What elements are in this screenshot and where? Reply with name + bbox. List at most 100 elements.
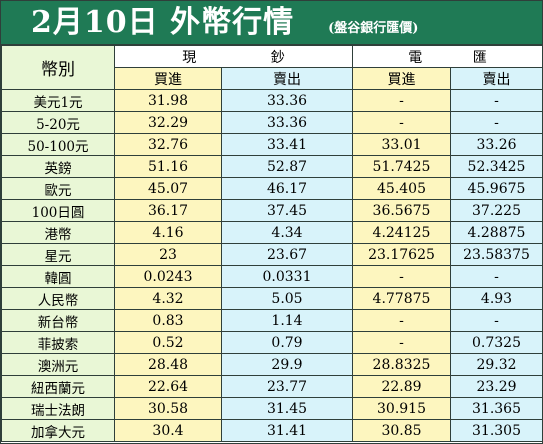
- tt-sell-cell: -: [450, 89, 543, 112]
- cash-buy-cell: 0.0243: [114, 265, 222, 288]
- table-row: 人民幣 4.32 5.05 4.77875 4.93: [1, 287, 543, 310]
- tt-buy-cell: 36.5675: [352, 199, 451, 222]
- telegraphic-group-char-2: 匯: [472, 49, 487, 66]
- tt-buy-cell: -: [352, 309, 451, 332]
- cash-buy-cell: 0.52: [114, 331, 222, 354]
- cash-buy-cell: 45.07: [114, 177, 222, 200]
- cash-sell-cell: 5.05: [221, 287, 353, 310]
- currency-cell: 菲披索: [1, 331, 115, 354]
- cash-sell-cell: 33.41: [221, 133, 353, 156]
- table-row: 瑞士法朗 30.58 31.45 30.915 31.365: [1, 397, 543, 420]
- telegraphic-group-header: 電 匯: [352, 45, 543, 68]
- cash-buy-header: 買進: [114, 67, 222, 90]
- tt-sell-cell: 31.305: [450, 419, 543, 442]
- title-bar: 2月10日 外幣行情 (盤谷銀行匯價): [1, 1, 542, 45]
- table-row: 英鎊 51.16 52.87 51.7425 52.3425: [1, 155, 543, 178]
- cash-sell-cell: 23.77: [221, 375, 353, 398]
- currency-cell: 紐西蘭元: [1, 375, 115, 398]
- tt-buy-cell: 22.89: [352, 375, 451, 398]
- tt-buy-cell: 45.405: [352, 177, 451, 200]
- currency-cell: 50-100元: [1, 133, 115, 156]
- table-row: 新台幣 0.83 1.14- -: [1, 309, 543, 332]
- cash-group-char-1: 現: [182, 49, 197, 66]
- tt-sell-cell: 31.365: [450, 397, 543, 420]
- currency-cell: 英鎊: [1, 155, 115, 178]
- cash-buy-cell: 36.17: [114, 199, 222, 222]
- currency-cell: 人民幣: [1, 287, 115, 310]
- cash-group-char-2: 鈔: [270, 49, 285, 66]
- currency-cell: 港幣: [1, 221, 115, 244]
- table-row: 加拿大元 30.4 31.41 30.85 31.305: [1, 419, 543, 442]
- cash-buy-cell: 32.29: [114, 111, 222, 134]
- tt-buy-cell: 30.85: [352, 419, 451, 442]
- header-row-sub: 買進 賣出 買進 賣出: [2, 67, 543, 90]
- telegraphic-group-char-1: 電: [408, 49, 423, 66]
- tt-sell-cell: 0.7325: [450, 331, 543, 354]
- tt-buy-cell: -: [352, 331, 451, 354]
- table-row: 100日圓 36.17 37.45 36.5675 37.225: [1, 199, 543, 222]
- cash-sell-cell: 0.0331: [221, 265, 353, 288]
- cash-buy-cell: 22.64: [114, 375, 222, 398]
- tt-sell-cell: 29.32: [450, 353, 543, 376]
- table-row: 澳洲元 28.48 29.9 28.8325 29.32: [1, 353, 543, 376]
- currency-cell: 韓圓: [1, 265, 115, 288]
- currency-column-header: 幣別: [1, 45, 115, 90]
- cash-sell-cell: 29.9: [221, 353, 353, 376]
- tt-buy-cell: -: [352, 89, 451, 112]
- tt-buy-cell: 4.24125: [352, 221, 451, 244]
- tt-buy-header: 買進: [352, 67, 451, 90]
- table-row: 美元1元 31.98 33.36- -: [1, 89, 543, 112]
- table-row: 歐元 45.07 46.17 45.405 45.9675: [1, 177, 543, 200]
- cash-buy-cell: 31.98: [114, 89, 222, 112]
- cash-buy-cell: 0.83: [114, 309, 222, 332]
- currency-cell: 加拿大元: [1, 419, 115, 442]
- cash-buy-cell: 30.4: [114, 419, 222, 442]
- cash-buy-cell: 30.58: [114, 397, 222, 420]
- tt-sell-cell: 52.3425: [450, 155, 543, 178]
- table-row: 50-100元 32.76 33.41 33.01 33.26: [1, 133, 543, 156]
- currency-cell: 100日圓: [1, 199, 115, 222]
- tt-buy-cell: 23.17625: [352, 243, 451, 266]
- currency-cell: 歐元: [1, 177, 115, 200]
- tt-sell-cell: 23.58375: [450, 243, 543, 266]
- currency-cell: 新台幣: [1, 309, 115, 332]
- cash-buy-cell: 28.48: [114, 353, 222, 376]
- source-note: (盤谷銀行匯價): [328, 21, 419, 36]
- cash-sell-cell: 46.17: [221, 177, 353, 200]
- currency-cell: 澳洲元: [1, 353, 115, 376]
- tt-sell-cell: -: [450, 265, 543, 288]
- cash-sell-cell: 31.41: [221, 419, 353, 442]
- cash-buy-cell: 4.32: [114, 287, 222, 310]
- tt-sell-cell: 4.93: [450, 287, 543, 310]
- currency-cell: 美元1元: [1, 89, 115, 112]
- tt-sell-cell: 37.225: [450, 199, 543, 222]
- rate-table-body: 美元1元 31.98 33.36- -5-20元 32.29 33.36- -50-100元…: [1, 89, 543, 442]
- table-row: 韓圓 0.0243 0.0331- -: [1, 265, 543, 288]
- tt-sell-cell: 23.29: [450, 375, 543, 398]
- tt-buy-cell: 4.77875: [352, 287, 451, 310]
- tt-buy-cell: 33.01: [352, 133, 451, 156]
- tt-buy-cell: 30.915: [352, 397, 451, 420]
- tt-sell-cell: 33.26: [450, 133, 543, 156]
- cash-sell-cell: 31.45: [221, 397, 353, 420]
- table-row: 港幣 4.16 4.34 4.24125 4.28875: [1, 221, 543, 244]
- currency-cell: 瑞士法朗: [1, 397, 115, 420]
- cash-sell-cell: 33.36: [221, 89, 353, 112]
- table-row: 紐西蘭元 22.64 23.77 22.89 23.29: [1, 375, 543, 398]
- cash-sell-cell: 0.79: [221, 331, 353, 354]
- tt-buy-cell: -: [352, 111, 451, 134]
- currency-cell: 星元: [1, 243, 115, 266]
- tt-sell-cell: 4.28875: [450, 221, 543, 244]
- cash-sell-header: 賣出: [221, 67, 353, 90]
- cash-buy-cell: 51.16: [114, 155, 222, 178]
- currency-cell: 5-20元: [1, 111, 115, 134]
- cash-group-header: 現 鈔: [114, 45, 353, 68]
- cash-sell-cell: 52.87: [221, 155, 353, 178]
- cash-buy-cell: 4.16: [114, 221, 222, 244]
- cash-buy-cell: 32.76: [114, 133, 222, 156]
- cash-sell-cell: 4.34: [221, 221, 353, 244]
- tt-buy-cell: -: [352, 265, 451, 288]
- tt-buy-cell: 28.8325: [352, 353, 451, 376]
- cash-sell-cell: 23.67: [221, 243, 353, 266]
- table-row: 菲披索 0.52 0.79-0.7325: [1, 331, 543, 354]
